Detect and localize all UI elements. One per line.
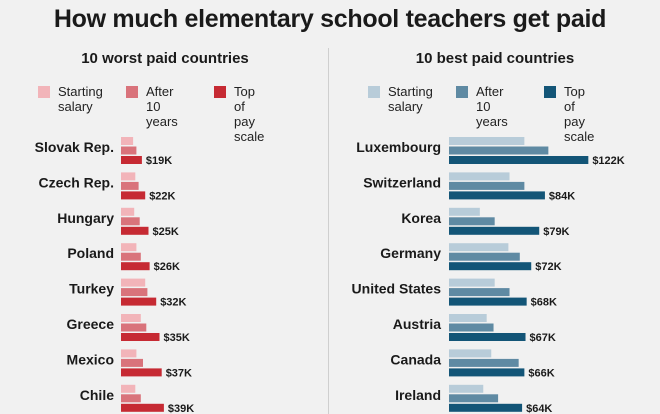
bar-best-series-2 (449, 262, 532, 271)
bar-best-series-2 (449, 403, 523, 412)
bar-worst-series-1 (121, 394, 141, 403)
bar-worst-series-0 (121, 137, 134, 145)
bar-best-series-2 (449, 226, 540, 235)
category-label-worst: Mexico (67, 351, 114, 367)
value-label-best: $66K (528, 367, 554, 379)
legend-swatch (368, 86, 380, 98)
value-label-worst: $39K (168, 403, 194, 414)
bar-worst-series-1 (121, 252, 141, 261)
bar-worst-series-2 (121, 403, 164, 412)
value-label-worst: $26K (154, 261, 180, 273)
value-label-worst: $35K (164, 332, 190, 344)
category-label-best: Korea (401, 210, 441, 226)
legend-swatch (214, 86, 226, 98)
legend-label: After 10 years (476, 84, 508, 129)
bar-worst-series-1 (121, 181, 139, 190)
bar-best-series-1 (449, 288, 510, 297)
bar-best-series-0 (449, 314, 487, 322)
value-label-worst: $25K (153, 226, 179, 238)
bar-worst-series-2 (121, 191, 146, 200)
category-label-best: Germany (380, 245, 441, 261)
category-label-best: Canada (390, 351, 441, 367)
legend-swatch (544, 86, 556, 98)
bar-worst-series-0 (121, 172, 136, 181)
legend-label: Top of pay scale (234, 84, 265, 144)
value-label-best: $68K (531, 297, 557, 309)
category-label-best: Luxembourg (356, 139, 441, 155)
value-label-worst: $19K (146, 155, 172, 167)
bar-worst-series-1 (121, 217, 140, 226)
category-label-best: Switzerland (363, 174, 441, 190)
bar-worst-series-0 (121, 314, 141, 322)
bar-worst-series-2 (121, 333, 160, 341)
value-label-best: $122K (592, 155, 624, 167)
bar-best-series-1 (449, 217, 495, 226)
bar-best-series-1 (449, 323, 494, 332)
bar-worst-series-1 (121, 288, 148, 297)
bar-worst-series-0 (121, 243, 137, 252)
legend-label: Top of pay scale (564, 84, 595, 144)
bar-worst-series-1 (121, 323, 147, 332)
legend-label: Starting salary (58, 84, 103, 114)
bar-best-series-1 (449, 252, 520, 261)
best-paid-subtitle: 10 best paid countries (415, 50, 575, 67)
bar-worst-series-2 (121, 297, 157, 306)
bar-best-series-0 (449, 207, 480, 216)
value-label-best: $84K (549, 190, 575, 202)
chart-title: How much elementary school teachers get … (53, 5, 607, 33)
worst-paid-subtitle: 10 worst paid countries (81, 50, 249, 67)
bar-worst-series-0 (121, 384, 136, 393)
value-label-best: $67K (530, 332, 556, 344)
bar-best-series-2 (449, 191, 545, 200)
bar-best-series-0 (449, 278, 495, 287)
category-label-worst: Hungary (57, 210, 114, 226)
bar-worst-series-1 (121, 146, 137, 155)
legend-swatch (38, 86, 50, 98)
value-label-best: $64K (526, 403, 552, 414)
bar-best-series-1 (449, 181, 525, 190)
category-label-worst: Turkey (69, 281, 114, 297)
legend-label: Starting salary (388, 84, 433, 114)
bar-worst-series-1 (121, 358, 143, 367)
category-label-best: Austria (393, 316, 441, 332)
bar-worst-series-2 (121, 156, 142, 164)
bar-worst-series-2 (121, 368, 162, 377)
value-label-best: $72K (535, 261, 561, 273)
bar-worst-series-2 (121, 262, 150, 271)
category-label-worst: Chile (80, 387, 114, 403)
bar-worst-series-0 (121, 349, 137, 358)
bar-best-series-2 (449, 297, 527, 306)
bar-best-series-2 (449, 333, 526, 341)
bar-worst-series-0 (121, 278, 146, 287)
legend-swatch (456, 86, 468, 98)
category-label-best: United States (352, 281, 442, 297)
legend-swatch (126, 86, 138, 98)
category-label-best: Ireland (395, 387, 441, 403)
category-label-worst: Greece (67, 316, 115, 332)
bar-best-series-0 (449, 349, 492, 358)
bar-best-series-2 (449, 368, 525, 377)
value-label-best: $79K (543, 226, 569, 238)
category-label-worst: Slovak Rep. (35, 139, 114, 155)
bar-best-series-1 (449, 146, 549, 155)
legend-label: After 10 years (146, 84, 178, 129)
bar-best-series-1 (449, 358, 519, 367)
bar-worst-series-2 (121, 226, 149, 235)
category-label-worst: Poland (67, 245, 114, 261)
bar-best-series-1 (449, 394, 499, 403)
bar-worst-series-0 (121, 207, 135, 216)
category-label-worst: Czech Rep. (39, 174, 114, 190)
value-label-worst: $37K (166, 367, 192, 379)
bar-best-series-0 (449, 243, 509, 252)
bar-best-series-0 (449, 384, 484, 393)
bar-best-series-2 (449, 156, 589, 164)
value-label-worst: $22K (149, 190, 175, 202)
bar-best-series-0 (449, 172, 510, 181)
panel-divider (328, 48, 329, 414)
value-label-worst: $32K (160, 297, 186, 309)
bar-best-series-0 (449, 137, 525, 145)
